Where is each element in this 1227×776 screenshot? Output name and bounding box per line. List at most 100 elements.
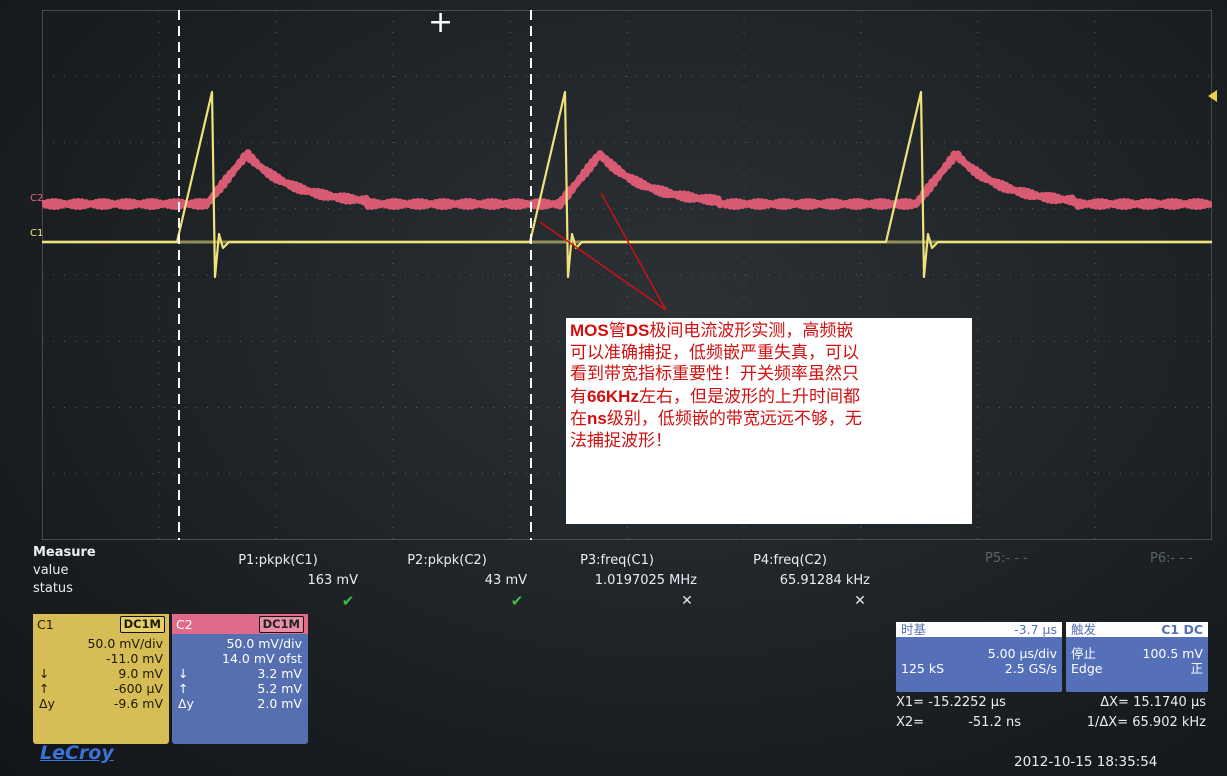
waveform-display[interactable] [42, 10, 1212, 540]
channel2-row-value: 50.0 mV/div [226, 636, 302, 651]
channel1-row: ↓ 9.0 mV [39, 666, 163, 681]
crosshair-icon: + [428, 5, 454, 40]
timestamp: 2012-10-15 18:35:54 [1014, 754, 1158, 770]
annotation-pointer-line [539, 221, 667, 311]
channel2-row: ↑ 5.2 mV [178, 681, 302, 696]
p2-status-check-icon: ✔ [510, 592, 524, 610]
cursor-readout: X1= -15.2252 µs ΔX= 15.1740 µs X2= -51.2… [896, 693, 1206, 733]
cursor-dx-value: 15.1740 µs [1133, 695, 1206, 710]
channel2-row: 14.0 mV ofst [178, 651, 302, 666]
channel2-row-value: 5.2 mV [257, 681, 302, 696]
measure-labels: Measure value status [33, 544, 96, 598]
channel2-row-key: Δy [178, 696, 194, 711]
trigger-tag: C1 DC [1161, 622, 1203, 637]
p3-name: P3:freq(C1) [580, 553, 654, 568]
trace-label-c2: C2 [30, 193, 44, 204]
p1-value: 163 mV [307, 573, 358, 588]
measure-p6-empty[interactable]: P6:- - - [1150, 551, 1193, 566]
p3-status-cross-icon: ✕ [681, 593, 693, 609]
channel1-coupling: DC1M [119, 615, 165, 633]
trigger-slope: 正 [1190, 661, 1203, 676]
callout-line: 看到带宽指标重要性！开关频率虽然只 [570, 364, 968, 386]
callout-text: DS [625, 321, 650, 340]
callout-text: 可以准确捕捉，低频嵌严重失真，可以 [570, 342, 859, 363]
trigger-level: 100.5 mV [1142, 646, 1204, 661]
p2-value: 43 mV [484, 573, 527, 588]
measure-p2[interactable]: P2:pkpk(C2) 43 mV ✔ [367, 551, 527, 611]
trigger-state: 停止 [1071, 646, 1097, 661]
lecroy-logo: LeCroy [40, 742, 114, 764]
cursor-x1-value: -15.2252 µs [928, 695, 1006, 710]
timebase-descriptor[interactable]: 时基 -3.7 µs 5.00 µs/div 125 kS 2.5 GS/s [896, 622, 1062, 692]
p4-name: P4:freq(C2) [753, 553, 827, 568]
channel1-row-value: 50.0 mV/div [87, 636, 163, 651]
channel1-row: Δy -9.6 mV [39, 696, 163, 711]
channel1-row-key: ↓ [39, 666, 50, 681]
trace-c2 [42, 149, 1212, 210]
channel1-row: 50.0 mV/div [39, 636, 163, 651]
channel1-row-value: -11.0 mV [105, 651, 163, 666]
channel1-row-key: ↑ [39, 681, 50, 696]
cursor-x1-label: X1= [896, 695, 925, 710]
callout-text: MOS [570, 321, 609, 340]
callout-line: 有66KHz左右，但是波形的上升时间都 [570, 386, 968, 409]
channel2-row-value: 14.0 mV ofst [222, 651, 302, 666]
p4-value: 65.91284 kHz [779, 573, 870, 588]
channel2-row-value: 2.0 mV [257, 696, 302, 711]
channel2-row-key: ↓ [178, 666, 189, 681]
cursor-x2-label: X2= [896, 715, 925, 730]
callout-line: 在ns级别，低频嵌的带宽远远不够，无 [570, 408, 968, 431]
measure-p3[interactable]: P3:freq(C1) 1.0197025 MHz ✕ [537, 551, 697, 611]
timebase-label: 时基 [901, 622, 927, 637]
measure-p5-empty[interactable]: P5:- - - [985, 551, 1028, 566]
callout-text: 在 [570, 409, 587, 429]
callout-text: 法捕捉波形！ [570, 430, 672, 451]
timebase-scale: 5.00 µs/div [987, 646, 1057, 661]
annotation-pointer-line [600, 192, 667, 311]
trigger-level-marker-icon [1208, 90, 1217, 102]
p2-name: P2:pkpk(C2) [407, 553, 487, 568]
channel1-row-key: Δy [39, 696, 55, 711]
channel2-row-key: ↑ [178, 681, 189, 696]
p3-value: 1.0197025 MHz [594, 573, 697, 588]
channel2-row-value: 3.2 mV [257, 666, 302, 681]
cursor-dx-label: ΔX= [1100, 695, 1129, 710]
annotation-callout: MOS管DS极间电流波形实测，高频嵌 可以准确捕捉，低频嵌严重失真，可以 看到带宽指… [566, 318, 972, 524]
channel1-row: -11.0 mV [39, 651, 163, 666]
timebase-samples: 125 kS [901, 661, 945, 676]
channel2-coupling: DC1M [258, 615, 304, 633]
p1-name: P1:pkpk(C1) [238, 553, 318, 568]
channel1-descriptor[interactable]: C1 DC1M 50.0 mV/div -11.0 mV ↓ 9.0 mV ↑ -600 … [33, 614, 169, 744]
trace-label-c1: C1 [30, 228, 44, 239]
callout-text: 级别，低频嵌的带宽远远不够，无 [606, 409, 862, 429]
channel2-descriptor[interactable]: C2 DC1M 50.0 mV/div 14.0 mV ofst ↓ 3.2 mV ↑ 5… [172, 614, 308, 744]
callout-text: 有 [570, 386, 587, 407]
callout-line: 可以准确捕捉，低频嵌严重失真，可以 [570, 343, 968, 365]
channel1-name: C1 [37, 616, 54, 632]
cursor-lines[interactable] [178, 10, 532, 540]
callout-text: 极间电流波形实测，高频嵌 [649, 321, 854, 341]
measure-title: Measure [33, 545, 96, 560]
channel2-name: C2 [176, 616, 193, 632]
channel2-row: 50.0 mV/div [178, 636, 302, 651]
timebase-rate: 2.5 GS/s [1004, 661, 1057, 676]
trigger-descriptor[interactable]: 触发 C1 DC 停止 100.5 mV Edge 正 [1066, 622, 1208, 692]
callout-text: 管 [608, 321, 626, 341]
channel2-row: Δy 2.0 mV [178, 696, 302, 711]
p1-status-check-icon: ✔ [341, 592, 355, 610]
graticule [42, 10, 1212, 540]
callout-text: 看到带宽指标重要性！开关频率虽然只 [570, 364, 859, 384]
timebase-delay: -3.7 µs [1014, 622, 1057, 637]
callout-line: 法捕捉波形！ [570, 431, 968, 453]
cursor-inv-value: 65.902 kHz [1132, 715, 1206, 730]
measure-row-value: value [33, 563, 69, 578]
callout-text: 左右，但是波形的上升时间都 [638, 386, 860, 407]
measure-p4[interactable]: P4:freq(C2) 65.91284 kHz ✕ [710, 551, 870, 611]
channel1-row-value: -9.6 mV [113, 696, 163, 711]
cursor-inv-label: 1/ΔX= [1086, 715, 1129, 730]
measure-p1[interactable]: P1:pkpk(C1) 163 mV ✔ [198, 551, 358, 611]
measure-row-status: status [33, 581, 73, 596]
callout-line: MOS管DS极间电流波形实测，高频嵌 [570, 320, 968, 343]
trigger-type: Edge [1071, 661, 1103, 676]
